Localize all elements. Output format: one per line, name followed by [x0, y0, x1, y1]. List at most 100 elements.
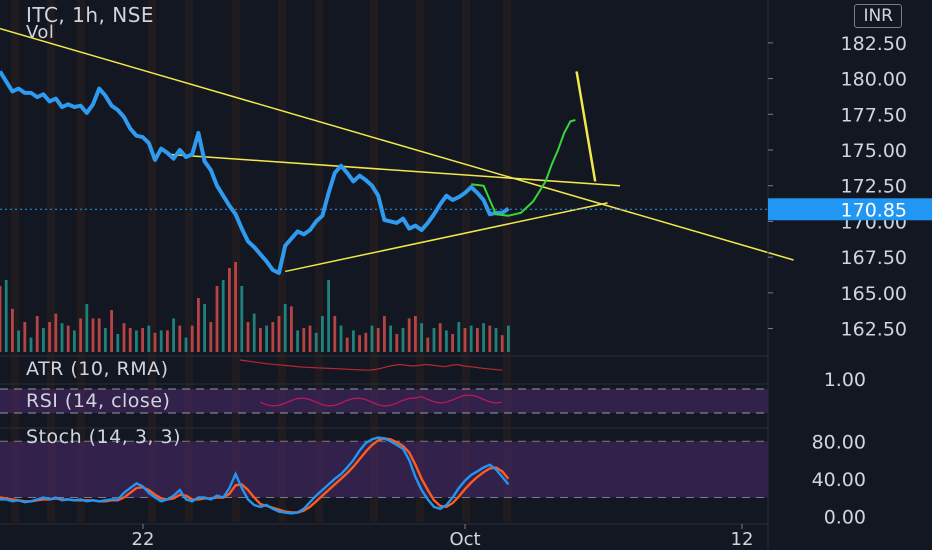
volume-bar [457, 322, 461, 352]
volume-bar [352, 330, 355, 352]
volume-bar [91, 318, 95, 352]
volume-bar [414, 316, 417, 352]
volume-bar [339, 325, 343, 352]
volume-bar [66, 325, 70, 352]
price-tick-label: 167.50 [841, 247, 907, 269]
session-band [503, 0, 511, 522]
volume-bar [265, 325, 268, 352]
volume-bar [494, 328, 498, 352]
volume-bar [463, 328, 467, 352]
volume-bar [48, 322, 51, 352]
stoch-k-line [0, 436, 510, 515]
volume-bar [172, 318, 175, 352]
volume-bar [246, 322, 250, 352]
atr-label[interactable]: ATR (10, RMA) [26, 358, 169, 380]
volume-bar [507, 325, 510, 352]
stoch-lines [0, 436, 510, 515]
time-tick-label: 12 [731, 529, 754, 550]
rsi-label[interactable]: RSI (14, close) [26, 390, 171, 412]
session-band [77, 0, 85, 522]
trend-line [167, 153, 621, 187]
time-axis: 22 Oct 12 [0, 523, 768, 550]
projection-curve [471, 119, 576, 217]
volume-bar [426, 337, 430, 352]
session-band [185, 0, 193, 522]
volume-bar [104, 328, 107, 352]
session-band [462, 0, 470, 522]
atr-tick-label: 1.00 [824, 369, 866, 391]
volume-bar [389, 325, 392, 352]
volume-bar [0, 286, 2, 352]
stoch-band [0, 440, 768, 498]
price-axis: 162.50165.00167.50170.00172.50175.00177.… [767, 0, 932, 550]
volume-bar [73, 330, 76, 352]
last-price-tag [768, 198, 932, 221]
stoch-tick-label: 80.00 [812, 431, 866, 453]
volume-bar [79, 318, 82, 352]
volume-bar [327, 280, 330, 352]
volume-bar [4, 280, 8, 352]
stoch-band-fill [0, 441, 768, 498]
volume-bar [178, 325, 182, 352]
volume-bar [97, 318, 101, 352]
volume-bar [190, 325, 194, 352]
currency-badge[interactable]: INR [854, 4, 902, 28]
volume-bar [240, 286, 244, 352]
volume-bar [308, 325, 312, 352]
projection-line [471, 119, 576, 217]
volume-bar [159, 330, 163, 352]
stoch-label[interactable]: Stoch (14, 3, 3) [26, 426, 181, 448]
stoch-tick-label: 40.00 [812, 469, 866, 491]
symbol-title[interactable]: ITC, 1h, NSE [26, 3, 155, 27]
time-tick-label: 22 [132, 529, 155, 550]
volume-bar [234, 262, 237, 352]
volume-bar [197, 298, 200, 352]
volume-bar [35, 316, 39, 352]
volume-bar [252, 313, 256, 352]
volume-bar [209, 322, 213, 352]
volume-bar [345, 337, 349, 352]
volume-bar [128, 328, 132, 352]
volume-bar [445, 330, 448, 352]
volume-bar [383, 316, 386, 352]
volume-bar [135, 330, 138, 352]
volume-bar [259, 328, 262, 352]
volume-bar [370, 325, 374, 352]
volume-bar [116, 334, 120, 352]
time-tick-label: Oct [449, 529, 480, 550]
price-tick-label: 175.00 [841, 140, 907, 162]
price-tick-label: 162.50 [841, 319, 907, 341]
session-band [148, 0, 156, 522]
trend-lines [0, 27, 794, 273]
volume-bar [60, 323, 64, 352]
volume-bar [451, 334, 454, 352]
volume-bar [333, 316, 337, 352]
last-price-label: 170.85 [841, 199, 907, 221]
atr-series-line [239, 359, 503, 371]
volume-bar [29, 337, 33, 352]
volume-bar [153, 332, 157, 352]
volume-bar [85, 304, 89, 352]
price-line [0, 70, 768, 275]
volume-bar [358, 335, 361, 352]
volume-bar [203, 304, 206, 352]
rsi-band-fill [0, 389, 768, 413]
volume-bar [228, 268, 231, 352]
volume-bar [277, 316, 281, 352]
trend-line [285, 202, 608, 273]
volume-bar [54, 313, 58, 352]
volume-bar [376, 328, 380, 352]
volume-bar [221, 280, 225, 352]
volume-bar [296, 330, 299, 352]
price-tick-label: 165.00 [841, 283, 907, 305]
session-band [370, 0, 378, 522]
rsi-line [259, 394, 502, 407]
rsi-band [0, 355, 768, 429]
volume-bar [147, 325, 151, 352]
volume-bar [122, 323, 126, 352]
volume-bar [432, 328, 436, 352]
volume-bar [395, 334, 399, 352]
rsi-series-line [259, 394, 502, 407]
volume-bar [302, 328, 306, 352]
